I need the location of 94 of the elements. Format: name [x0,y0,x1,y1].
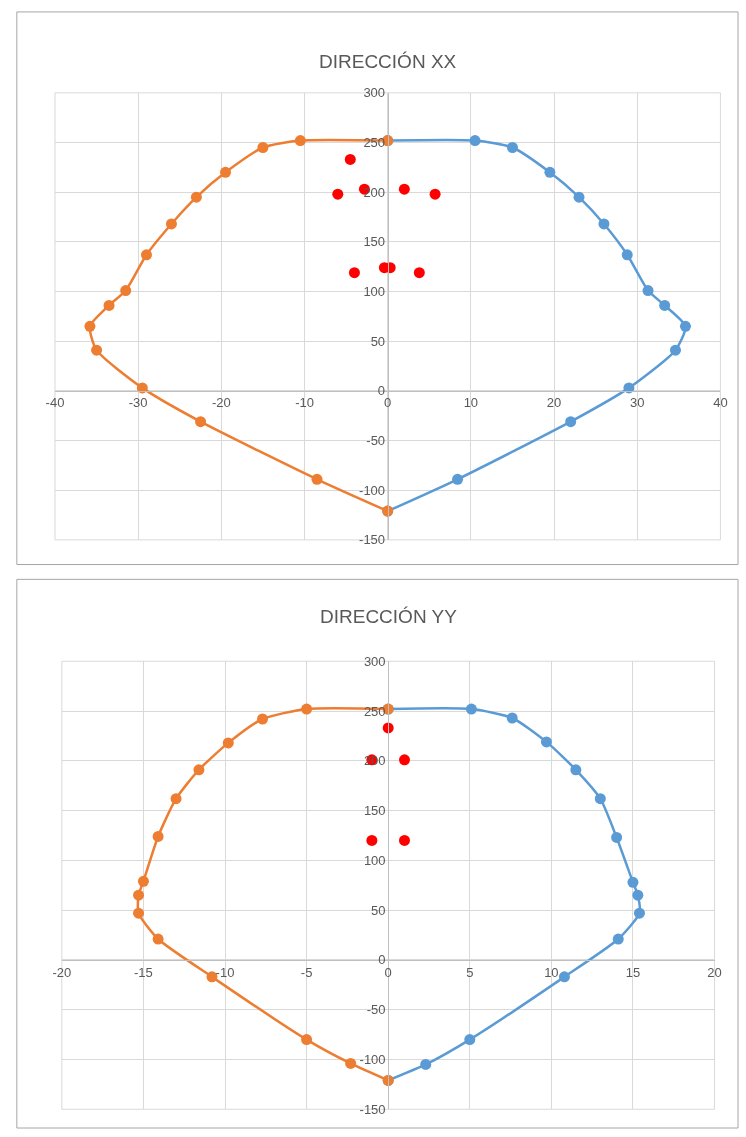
y-tick-label: -150 [359,1101,386,1117]
point [679,320,691,332]
x-tick-label: 10 [544,964,559,980]
point [220,166,231,178]
x-tick-label: -20 [211,395,231,411]
y-tick-label: -50 [366,433,386,449]
point [399,754,410,766]
y-tick-label: 200 [363,184,386,200]
point [193,764,205,776]
x-tick-label: 10 [463,395,479,411]
point [344,153,356,165]
x-tick-label: 40 [713,395,728,411]
point [573,191,585,203]
point [633,907,645,919]
y-tick-label: 100 [363,284,386,300]
point [133,889,145,901]
point [452,473,464,485]
point [398,183,410,195]
point [469,135,481,147]
x-tick-label: 20 [707,964,722,980]
point [621,249,633,261]
x-tick-label: -10 [215,964,235,980]
point [642,285,654,297]
x-tick-label: 5 [466,964,474,980]
point [133,907,145,919]
point [152,830,164,842]
y-tick-label: 50 [371,902,386,918]
point [544,166,556,178]
point [558,971,570,983]
point [598,218,610,230]
point [632,889,644,901]
y-tick-label: -100 [359,1052,386,1068]
point [506,141,518,153]
point [257,713,269,725]
point [506,712,518,724]
point [91,344,103,356]
x-tick-label: -5 [300,964,313,980]
point [399,834,410,846]
point [565,416,577,428]
chart-title: DIRECCIÓN XX [319,51,457,72]
point [301,1034,313,1046]
point [570,764,582,776]
point [670,344,681,356]
y-tick-label: -150 [359,532,386,548]
point [594,793,606,805]
point [611,831,623,843]
point [140,249,152,261]
x-tick-label: -10 [295,395,314,411]
x-tick-label: 20 [546,395,562,411]
point [84,320,96,332]
point [345,1057,357,1069]
point [464,1034,476,1046]
point [465,703,477,715]
x-tick-label: -20 [52,964,72,980]
y-tick-label: -50 [366,1002,386,1018]
point [311,473,323,485]
point [103,299,115,311]
x-tick-label: -15 [134,964,153,980]
point [301,703,313,715]
point [257,141,269,153]
x-tick-label: 15 [625,964,641,980]
point [137,875,149,887]
point [366,834,378,846]
point [120,285,132,297]
x-tick-label: 30 [630,395,645,411]
point [348,267,360,279]
y-tick-label: 300 [363,85,386,101]
y-tick-label: 100 [363,852,386,868]
point [294,135,306,147]
y-tick-label: 50 [370,333,386,349]
y-tick-label: 0 [378,952,386,968]
point [165,218,177,230]
y-tick-label: 0 [377,383,386,399]
point [540,736,552,748]
point [152,933,164,945]
y-tick-label: 150 [363,234,386,250]
chart-title: DIRECCIÓN YY [320,606,458,627]
point [206,971,218,983]
point [659,299,671,311]
point [190,191,202,203]
y-tick-label: -100 [359,482,386,498]
y-tick-label: 150 [363,803,386,819]
point [612,933,624,945]
point [332,188,344,200]
x-tick-label: -40 [45,395,65,411]
point [195,416,207,428]
point [429,188,441,200]
point [627,876,639,888]
y-tick-label: 300 [363,653,386,669]
x-tick-label: -30 [128,395,148,411]
point [170,793,182,805]
point [413,267,425,279]
point [222,737,234,749]
point [420,1058,432,1070]
